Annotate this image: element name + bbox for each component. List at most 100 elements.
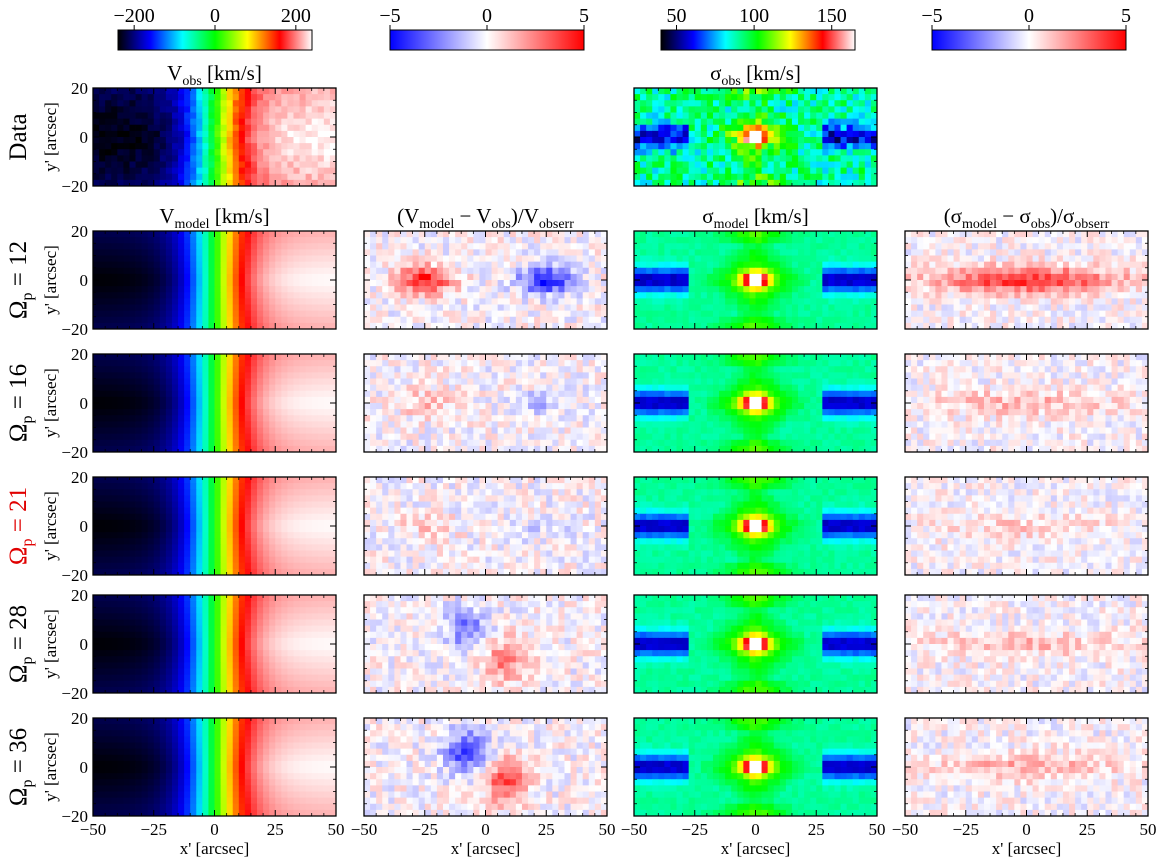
heatmap-cell xyxy=(190,366,197,373)
heatmap-cell xyxy=(1044,273,1052,281)
heatmap-cell xyxy=(1129,255,1137,263)
heatmap-cell xyxy=(1038,273,1046,281)
heatmap-cell xyxy=(634,155,641,162)
heatmap-cell xyxy=(996,322,1003,330)
heatmap-cell xyxy=(798,249,805,256)
heatmap-cell xyxy=(798,112,805,120)
heatmap-cell xyxy=(509,273,517,281)
heatmap-cell xyxy=(424,237,432,244)
heatmap-cell xyxy=(773,292,781,299)
heatmap-cell xyxy=(293,231,300,238)
heatmap-cell xyxy=(755,316,762,324)
heatmap-cell xyxy=(406,267,413,275)
heatmap-cell xyxy=(905,261,912,269)
heatmap-cell xyxy=(275,322,282,330)
heatmap-cell xyxy=(171,310,179,318)
heatmap-cell xyxy=(275,439,282,447)
heatmap-cell xyxy=(184,280,191,287)
heatmap-cell xyxy=(634,322,641,330)
heatmap-cell xyxy=(311,310,319,318)
heatmap-cell xyxy=(400,292,407,299)
heatmap-cell xyxy=(171,390,179,398)
heatmap-cell xyxy=(311,243,319,250)
heatmap-cell xyxy=(190,243,197,250)
heatmap-cell xyxy=(317,433,325,441)
heatmap-cell xyxy=(791,167,799,175)
heatmap-cell xyxy=(725,249,732,256)
heatmap-cell xyxy=(281,106,288,113)
heatmap-cell xyxy=(834,149,841,156)
heatmap-cell xyxy=(773,310,781,318)
heatmap-cell xyxy=(731,298,738,305)
heatmap-cell xyxy=(846,298,854,305)
heatmap-cell xyxy=(564,280,571,287)
heatmap-cell xyxy=(99,366,106,373)
heatmap-cell xyxy=(135,167,143,175)
heatmap-cell xyxy=(810,149,817,156)
heatmap-cell xyxy=(947,249,954,256)
heatmap-cell xyxy=(208,286,215,293)
heatmap-cell xyxy=(135,354,143,361)
heatmap-cell xyxy=(93,88,100,95)
heatmap-cell xyxy=(822,261,829,269)
heatmap-cell xyxy=(582,292,590,299)
heatmap-cell xyxy=(755,155,762,162)
heatmap-cell xyxy=(840,173,848,181)
heatmap-cell xyxy=(406,243,413,250)
heatmap-cell xyxy=(846,88,854,95)
heatmap-cell xyxy=(779,100,787,107)
heatmap-cell xyxy=(299,427,307,435)
heatmap-cell xyxy=(165,94,173,101)
heatmap-cell xyxy=(852,298,860,305)
heatmap-cell xyxy=(257,267,264,275)
heatmap-cell xyxy=(329,409,337,416)
heatmap-cell xyxy=(299,298,307,305)
heatmap-cell xyxy=(664,243,671,250)
heatmap-cell xyxy=(700,255,708,263)
heatmap-cell xyxy=(370,292,377,299)
heatmap-cell xyxy=(93,433,100,441)
heatmap-cell xyxy=(250,390,258,398)
heatmap-cell xyxy=(540,286,547,293)
heatmap-cell xyxy=(552,273,559,281)
heatmap-cell xyxy=(682,179,690,187)
heatmap-cell xyxy=(503,292,511,299)
heatmap-cell xyxy=(834,88,841,95)
heatmap-cell xyxy=(731,255,738,263)
heatmap-cell xyxy=(281,243,288,250)
heatmap-cell xyxy=(983,298,991,305)
heatmap-cell xyxy=(220,179,228,187)
heatmap-cell xyxy=(676,310,683,318)
heatmap-cell xyxy=(785,143,793,150)
heatmap-cell xyxy=(117,106,124,113)
heatmap-cell xyxy=(305,366,313,373)
heatmap-cell xyxy=(929,249,936,256)
heatmap-cell xyxy=(652,243,659,250)
heatmap-cell xyxy=(1020,304,1027,312)
heatmap-cell xyxy=(208,322,215,330)
heatmap-cell xyxy=(196,366,203,373)
heatmap-cell xyxy=(153,366,161,373)
heatmap-cell xyxy=(117,403,124,410)
heatmap-cell xyxy=(117,179,124,187)
heatmap-cell xyxy=(263,372,270,379)
heatmap-cell xyxy=(364,322,371,330)
heatmap-cell xyxy=(238,415,246,422)
heatmap-cell xyxy=(996,304,1003,312)
heatmap-cell xyxy=(564,292,571,299)
heatmap-cell xyxy=(99,106,106,113)
heatmap-cell xyxy=(135,384,143,392)
heatmap-cell xyxy=(293,366,300,373)
heatmap-cell xyxy=(123,273,130,281)
heatmap-cell xyxy=(153,100,161,107)
heatmap-cell xyxy=(196,261,203,269)
heatmap-cell xyxy=(287,149,294,156)
heatmap-cell xyxy=(232,155,240,162)
heatmap-cell xyxy=(190,249,197,256)
heatmap-cell xyxy=(810,286,817,293)
heatmap-cell xyxy=(418,267,426,275)
heatmap-cell xyxy=(870,179,878,187)
heatmap-cell xyxy=(178,118,185,126)
heatmap-cell xyxy=(858,243,866,250)
heatmap-cell xyxy=(503,255,511,263)
